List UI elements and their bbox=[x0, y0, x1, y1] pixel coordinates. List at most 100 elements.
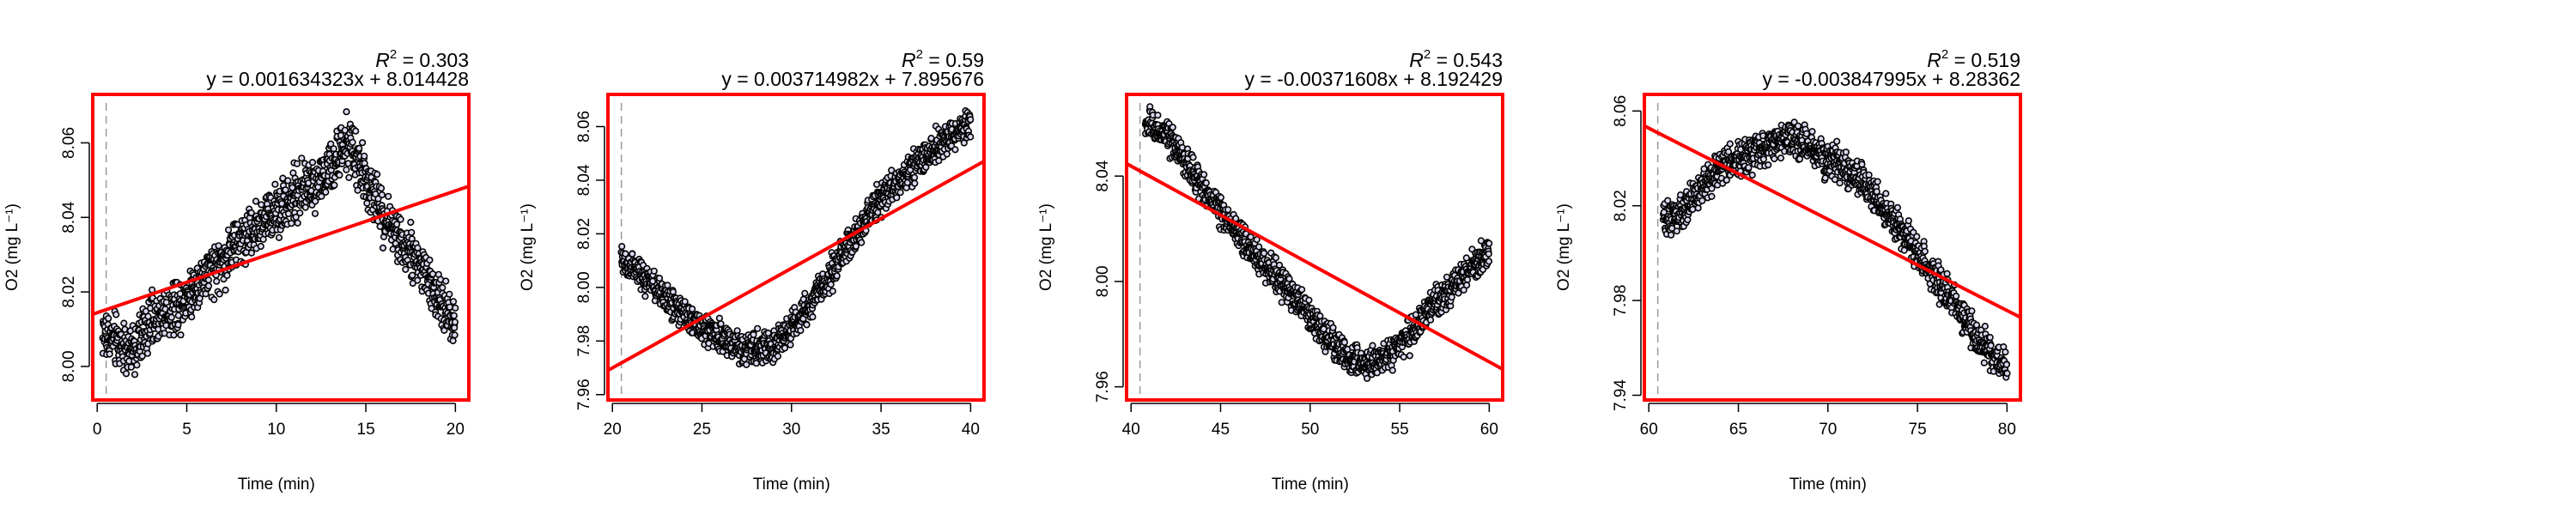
data-point bbox=[450, 312, 458, 319]
data-point bbox=[451, 324, 459, 332]
data-point bbox=[801, 289, 809, 297]
data-point bbox=[414, 276, 422, 284]
data-point bbox=[1329, 324, 1337, 331]
y-tick-label: 8.00 bbox=[1094, 265, 1112, 297]
data-point bbox=[222, 286, 229, 294]
data-point bbox=[622, 250, 629, 258]
data-point bbox=[322, 188, 330, 196]
data-point bbox=[293, 160, 301, 167]
x-tick-label: 65 bbox=[1729, 421, 1747, 439]
data-point bbox=[449, 298, 458, 306]
data-point bbox=[1802, 130, 1810, 137]
data-point bbox=[143, 349, 151, 357]
x-axis-title: Time (min) bbox=[1789, 476, 1867, 494]
data-point bbox=[787, 341, 794, 348]
x-tick-label: 10 bbox=[267, 421, 285, 439]
y-tick-label: 8.04 bbox=[60, 201, 78, 233]
data-point bbox=[446, 303, 453, 311]
data-point bbox=[1987, 342, 1995, 349]
data-point bbox=[650, 267, 658, 275]
data-point bbox=[352, 127, 360, 135]
data-point bbox=[1874, 178, 1881, 185]
data-point bbox=[282, 186, 289, 194]
data-point bbox=[689, 305, 696, 313]
data-point bbox=[1745, 164, 1753, 172]
data-point bbox=[1667, 231, 1675, 239]
data-point bbox=[750, 330, 757, 339]
data-point bbox=[1316, 312, 1324, 320]
data-point bbox=[213, 277, 221, 285]
data-point bbox=[1943, 270, 1951, 278]
data-point bbox=[893, 194, 901, 202]
y-axis-title: O2 (mg L⁻¹) bbox=[519, 203, 537, 291]
plot-frame bbox=[1643, 93, 2022, 402]
x-tick-label: 40 bbox=[962, 421, 980, 439]
data-point bbox=[858, 239, 866, 246]
data-point bbox=[743, 360, 750, 368]
x-tick-label: 50 bbox=[1301, 421, 1319, 439]
scatter-points bbox=[99, 108, 459, 379]
data-point bbox=[327, 140, 335, 148]
data-point bbox=[1363, 374, 1371, 383]
data-point bbox=[911, 179, 919, 187]
x-tick-label: 15 bbox=[357, 421, 375, 439]
data-point bbox=[428, 270, 437, 278]
data-point bbox=[655, 275, 664, 282]
data-point bbox=[1255, 243, 1263, 251]
data-point bbox=[1831, 176, 1838, 184]
data-point bbox=[927, 135, 935, 142]
data-point bbox=[1448, 294, 1455, 301]
y-tick-label: 7.98 bbox=[1612, 285, 1630, 317]
data-point bbox=[2002, 348, 2009, 356]
x-tick-label: 25 bbox=[693, 421, 711, 439]
y-tick-label: 7.96 bbox=[1094, 371, 1112, 403]
data-point bbox=[188, 313, 196, 321]
y-tick-label: 8.04 bbox=[1094, 160, 1112, 191]
data-point bbox=[681, 298, 689, 306]
data-point bbox=[162, 299, 170, 306]
data-point bbox=[1462, 254, 1470, 262]
x-axis-title: Time (min) bbox=[238, 476, 315, 494]
data-point bbox=[127, 363, 135, 371]
data-point bbox=[122, 370, 131, 378]
regression-line bbox=[93, 185, 469, 316]
data-point bbox=[1202, 179, 1210, 187]
data-point bbox=[361, 152, 368, 160]
data-point bbox=[1676, 191, 1685, 199]
data-point bbox=[781, 344, 789, 352]
regression-equation: y = 0.003714982x + 7.895676 bbox=[721, 68, 984, 90]
data-point bbox=[1726, 140, 1734, 148]
data-point bbox=[349, 138, 356, 146]
data-point bbox=[1708, 185, 1716, 192]
x-tick-label: 40 bbox=[1122, 421, 1140, 439]
data-point bbox=[377, 185, 386, 192]
data-point bbox=[1882, 190, 1890, 197]
data-point bbox=[359, 139, 367, 147]
data-point bbox=[641, 293, 649, 300]
y-tick-label: 7.98 bbox=[575, 325, 593, 357]
data-point bbox=[2002, 360, 2010, 368]
data-point bbox=[247, 249, 256, 257]
data-point bbox=[144, 312, 152, 320]
data-point bbox=[451, 331, 459, 339]
data-point bbox=[1443, 273, 1451, 281]
data-point bbox=[1905, 217, 1912, 225]
data-point bbox=[1724, 148, 1733, 155]
data-point bbox=[910, 173, 919, 181]
data-point bbox=[1169, 124, 1176, 131]
data-point bbox=[618, 243, 626, 251]
data-point bbox=[1913, 233, 1921, 240]
data-point bbox=[379, 244, 387, 252]
data-point bbox=[234, 221, 241, 228]
data-point bbox=[1224, 206, 1232, 214]
x-tick-label: 20 bbox=[604, 421, 622, 439]
y-tick-label: 8.04 bbox=[575, 164, 593, 196]
data-point bbox=[1836, 179, 1844, 187]
data-point bbox=[717, 320, 725, 328]
